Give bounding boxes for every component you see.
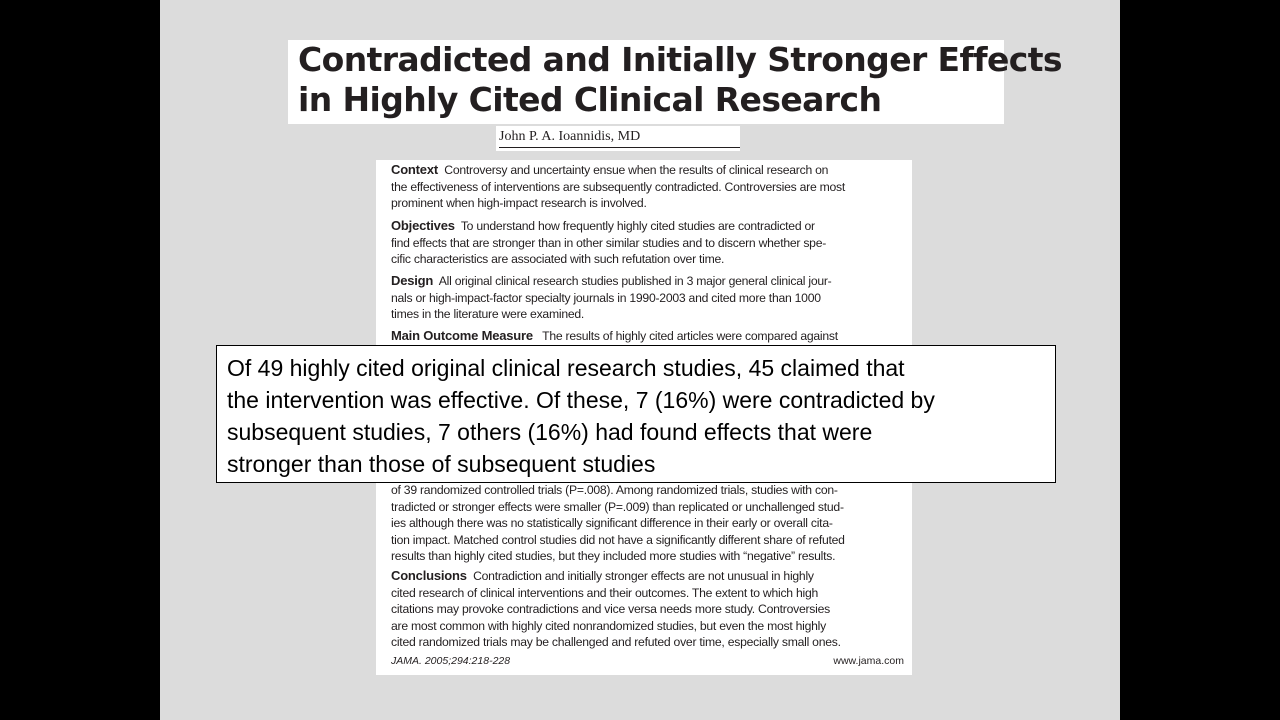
conclusions-line: cited randomized trials may be challenge… — [391, 635, 841, 650]
main-outcome-line: The results of highly cited articles wer… — [542, 329, 838, 343]
objectives-label: Objectives — [391, 218, 455, 233]
abstract-design: Design All original clinical research st… — [391, 273, 906, 323]
abstract-conclusions: Conclusions Contradiction and initially … — [391, 568, 906, 651]
conclusions-line: cited research of clinical interventions… — [391, 585, 818, 600]
context-label: Context — [391, 162, 438, 177]
callout-line: Of 49 highly cited original clinical res… — [227, 355, 905, 381]
objectives-line: To understand how frequently highly cite… — [460, 219, 815, 233]
objectives-line: cific characteristics are associated wit… — [391, 252, 725, 267]
context-line: Controversy and uncertainty ensue when t… — [444, 163, 829, 177]
results-line: tion impact. Matched control studies did… — [391, 532, 845, 547]
abstract-objectives: Objectives To understand how frequently … — [391, 218, 906, 268]
author-underline — [499, 147, 740, 148]
results-line: tradicted or stronger effects were small… — [391, 499, 844, 514]
title-line-2: in Highly Cited Clinical Research — [298, 80, 882, 119]
results-line: of 39 randomized controlled trials (P=.0… — [391, 483, 838, 497]
abstract-results: of 39 randomized controlled trials (P=.0… — [391, 482, 906, 565]
context-line: the effectiveness of interventions are s… — [391, 179, 846, 194]
journal-website: www.jama.com — [833, 655, 904, 667]
author-byline: John P. A. Ioannidis, MD — [496, 126, 740, 151]
slide: Contradicted and Initially Stronger Effe… — [160, 0, 1120, 720]
results-line: ies although there was no statistically … — [391, 516, 833, 531]
callout-box: Of 49 highly cited original clinical res… — [216, 345, 1056, 483]
design-label: Design — [391, 273, 434, 288]
results-line: results than highly cited studies, but t… — [391, 549, 836, 564]
callout-line: subsequent studies, 7 others (16%) had f… — [227, 419, 873, 445]
main-outcome-label: Main Outcome Measure — [391, 328, 533, 343]
design-line: All original clinical research studies p… — [438, 274, 832, 288]
article-title: Contradicted and Initially Stronger Effe… — [288, 40, 1063, 124]
journal-citation: JAMA. 2005;294:218-228 — [391, 655, 511, 667]
conclusions-line: Contradiction and initially stronger eff… — [473, 569, 814, 583]
abstract-context: Context Controversy and uncertainty ensu… — [391, 162, 906, 212]
design-line: nals or high-impact-factor specialty jou… — [391, 290, 821, 305]
conclusions-label: Conclusions — [391, 568, 467, 583]
context-line: prominent when high-impact research is i… — [391, 196, 647, 211]
callout-line: the intervention was effective. Of these… — [227, 387, 935, 413]
design-line: times in the literature were examined. — [391, 307, 585, 322]
callout-line: stronger than those of subsequent studie… — [227, 451, 656, 477]
abstract-main-outcome: Main Outcome Measure The results of high… — [391, 328, 906, 345]
author-name: John P. A. Ioannidis, MD — [499, 129, 641, 144]
objectives-line: find effects that are stronger than in o… — [391, 235, 827, 250]
conclusions-line: citations may provoke contradictions and… — [391, 602, 830, 617]
conclusions-line: are most common with highly cited nonran… — [391, 618, 826, 633]
title-line-1: Contradicted and Initially Stronger Effe… — [298, 40, 1063, 79]
